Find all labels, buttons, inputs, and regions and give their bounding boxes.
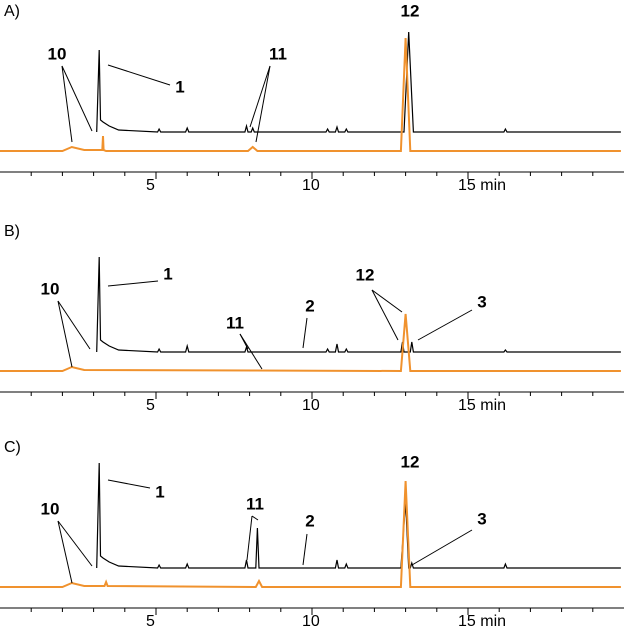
x-tick-label: 5: [146, 397, 155, 414]
leader-line: [371, 289, 403, 313]
leader-line: [107, 479, 151, 489]
leader-line: [302, 533, 308, 566]
leader-line: [239, 333, 263, 370]
trace: [0, 480, 621, 589]
peak-label: 1: [155, 482, 164, 501]
x-tick-label: 15 min: [458, 177, 506, 194]
peak-label: 12: [356, 265, 375, 284]
leader-line: [57, 300, 91, 350]
leader-line: [57, 520, 93, 567]
x-tick-label: 10: [302, 613, 320, 630]
peak-label: 1: [163, 264, 172, 283]
leader-line: [57, 300, 73, 368]
trace: [0, 313, 621, 373]
leader-line: [255, 65, 271, 143]
x-tick-label: 5: [146, 613, 155, 630]
panel-label: A): [4, 3, 20, 20]
peak-label: 3: [477, 509, 486, 528]
panel-label: C): [4, 439, 21, 456]
panel-label: B): [4, 223, 20, 240]
peak-label: 12: [401, 452, 420, 471]
leader-line: [246, 515, 253, 561]
trace: [96, 462, 621, 569]
leader-line: [61, 65, 93, 132]
peak-label: 11: [226, 313, 244, 332]
peak-label: 12: [401, 1, 420, 20]
leader-line: [251, 515, 259, 521]
trace: [96, 31, 621, 133]
peak-label: 11: [269, 44, 287, 63]
peak-label: 1: [175, 77, 184, 96]
leader-line: [417, 309, 473, 341]
leader-line: [61, 65, 73, 143]
leader-line: [107, 64, 171, 86]
leader-line: [107, 280, 159, 287]
peak-label: 10: [41, 499, 60, 518]
leader-line: [371, 289, 399, 341]
leader-line: [302, 317, 308, 349]
leader-line: [249, 65, 271, 128]
x-tick-label: 5: [146, 177, 155, 194]
peak-label: 3: [477, 292, 486, 311]
peak-label: 10: [41, 279, 60, 298]
x-tick-label: 15 min: [458, 397, 506, 414]
x-tick-label: 15 min: [458, 613, 506, 630]
peak-label: 11: [246, 494, 264, 513]
x-tick-label: 10: [302, 177, 320, 194]
peak-label: 2: [305, 296, 314, 315]
leader-line: [57, 520, 73, 584]
x-tick-label: 10: [302, 397, 320, 414]
peak-label: 10: [48, 44, 67, 63]
trace: [0, 37, 621, 152]
peak-label: 2: [305, 511, 314, 530]
leader-line: [411, 529, 473, 566]
trace: [96, 256, 621, 353]
